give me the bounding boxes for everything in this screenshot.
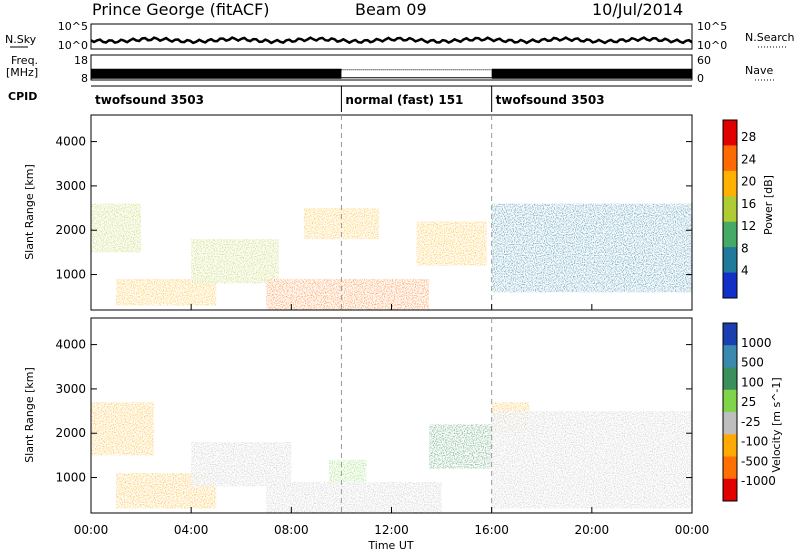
nsky-tick-top: 10^5 <box>58 20 88 33</box>
colorbar-frame <box>722 322 738 502</box>
colorbar-swatch <box>723 120 737 146</box>
freq-strip: Freq. [MHz] 18 8 60 0 Nave <box>6 54 775 85</box>
nsky-strip: N.Sky 10^5 10^0 10^5 10^0 N.Search <box>5 20 795 52</box>
colorbar-swatch <box>723 367 737 391</box>
colorbar-swatch <box>723 272 737 299</box>
power-region <box>266 278 430 310</box>
nsky-label: N.Sky <box>5 33 37 46</box>
y-tick-label: 1000 <box>55 471 86 485</box>
cpid-label: CPID <box>8 90 37 103</box>
y-tick-label: 2000 <box>55 223 86 237</box>
colorbar-tick: 16 <box>741 197 756 211</box>
power-region <box>416 221 487 266</box>
velocity-region <box>266 481 442 513</box>
x-axis-label: Time UT <box>367 539 413 552</box>
nave-label: Nave <box>745 64 773 77</box>
y-tick-label: 4000 <box>55 338 86 352</box>
colorbar-tick: -1000 <box>741 474 776 488</box>
y-tick-label: 2000 <box>55 426 86 440</box>
freq-label: Freq. <box>11 54 38 67</box>
colorbar-swatch <box>723 434 737 457</box>
cpid-strip: CPID twofsound 3503 normal (fast) 151 twof… <box>8 85 692 112</box>
colorbar-swatch <box>723 145 737 172</box>
colorbar-tick: -100 <box>741 435 768 449</box>
station-title: Prince George (fitACF) <box>92 0 270 19</box>
velocity-region <box>429 424 492 469</box>
freq-band <box>91 68 342 79</box>
colorbar-tick: 25 <box>741 395 756 409</box>
nave-tick-top: 60 <box>697 54 711 67</box>
colorbar-swatch <box>723 170 737 197</box>
velocity-panel: 1000 2000 3000 4000 Slant Range [km] 1000 50… <box>23 317 783 514</box>
nave-tick-bottom: 0 <box>697 72 704 85</box>
freq-series <box>91 68 692 79</box>
nsky-series <box>90 36 693 45</box>
x-tick-label: 00:00 <box>74 523 109 537</box>
power-region <box>491 203 692 293</box>
freq-band <box>491 68 692 79</box>
colorbar-swatch <box>723 389 737 413</box>
cpid-segment-label: twofsound 3503 <box>95 93 204 107</box>
beam-label: Beam 09 <box>355 0 427 19</box>
x-tick-label: 12:00 <box>374 523 409 537</box>
colorbar-tick: 8 <box>741 241 749 255</box>
colorbar-swatch <box>723 221 737 248</box>
cpid-segment-label: normal (fast) 151 <box>345 93 463 107</box>
colorbar-tick: 28 <box>741 130 756 144</box>
y-tick-label: 3000 <box>55 179 86 193</box>
x-tick-label: 16:00 <box>474 523 509 537</box>
x-tick-label: 08:00 <box>274 523 309 537</box>
colorbar-tick: 20 <box>741 175 756 189</box>
power-cbar-label: Power [dB] <box>762 175 775 235</box>
nsearch-label: N.Search <box>745 31 795 44</box>
colorbar-tick: 1000 <box>741 336 772 350</box>
velocity-cbar-label: Velocity [m s^-1] <box>770 377 783 472</box>
colorbar-tick: 12 <box>741 219 756 233</box>
x-tick-label: 00:00 <box>675 523 710 537</box>
velocity-colorbar: 1000 500 100 25 -25 -100 -500 -1000 <box>722 322 776 502</box>
nsearch-tick-top: 10^5 <box>697 20 727 33</box>
y-tick-label: 3000 <box>55 382 86 396</box>
power-colorbar: 28 24 20 16 12 8 4 <box>722 119 756 299</box>
colorbar-tick: -25 <box>741 415 761 429</box>
x-tick-label: 04:00 <box>174 523 209 537</box>
cpid-segment-label: twofsound 3503 <box>496 93 605 107</box>
colorbar-tick: 500 <box>741 356 764 370</box>
velocity-region <box>491 411 692 509</box>
colorbar-swatch <box>723 412 737 435</box>
x-axis: 00:00 04:00 08:00 12:00 16:00 20:00 00:00 <box>74 304 710 537</box>
power-ylabel: Slant Range [km] <box>23 164 36 260</box>
velocity-region <box>91 402 154 456</box>
colorbar-swatch <box>723 323 737 346</box>
freq-unit-label: [MHz] <box>6 66 38 79</box>
date-label: 10/Jul/2014 <box>592 0 683 19</box>
power-region <box>191 239 279 284</box>
x-tick-label: 20:00 <box>575 523 610 537</box>
velocity-region <box>328 459 367 482</box>
colorbar-swatch <box>723 196 737 223</box>
colorbar-tick: 4 <box>741 264 749 278</box>
velocity-region <box>191 442 292 487</box>
y-tick-label: 1000 <box>55 268 86 282</box>
freq-tick-bottom: 8 <box>81 72 88 85</box>
colorbar-swatch <box>723 478 737 502</box>
power-panel: 1000 2000 3000 4000 Slant Range [km] 28 24 20… <box>23 114 775 311</box>
colorbar-tick: -500 <box>741 454 768 468</box>
nsearch-tick-bottom: 10^0 <box>697 39 727 52</box>
colorbar-swatch <box>723 247 737 274</box>
colorbar-swatch <box>723 345 737 368</box>
y-tick-label: 4000 <box>55 135 86 149</box>
power-region <box>91 203 142 253</box>
colorbar-swatch <box>723 456 737 480</box>
colorbar-frame <box>722 119 738 299</box>
nsky-tick-bottom: 10^0 <box>58 39 88 52</box>
velocity-ylabel: Slant Range [km] <box>23 367 36 463</box>
colorbar-tick: 100 <box>741 375 764 389</box>
freq-tick-top: 18 <box>74 54 88 67</box>
colorbar-tick: 24 <box>741 152 756 166</box>
